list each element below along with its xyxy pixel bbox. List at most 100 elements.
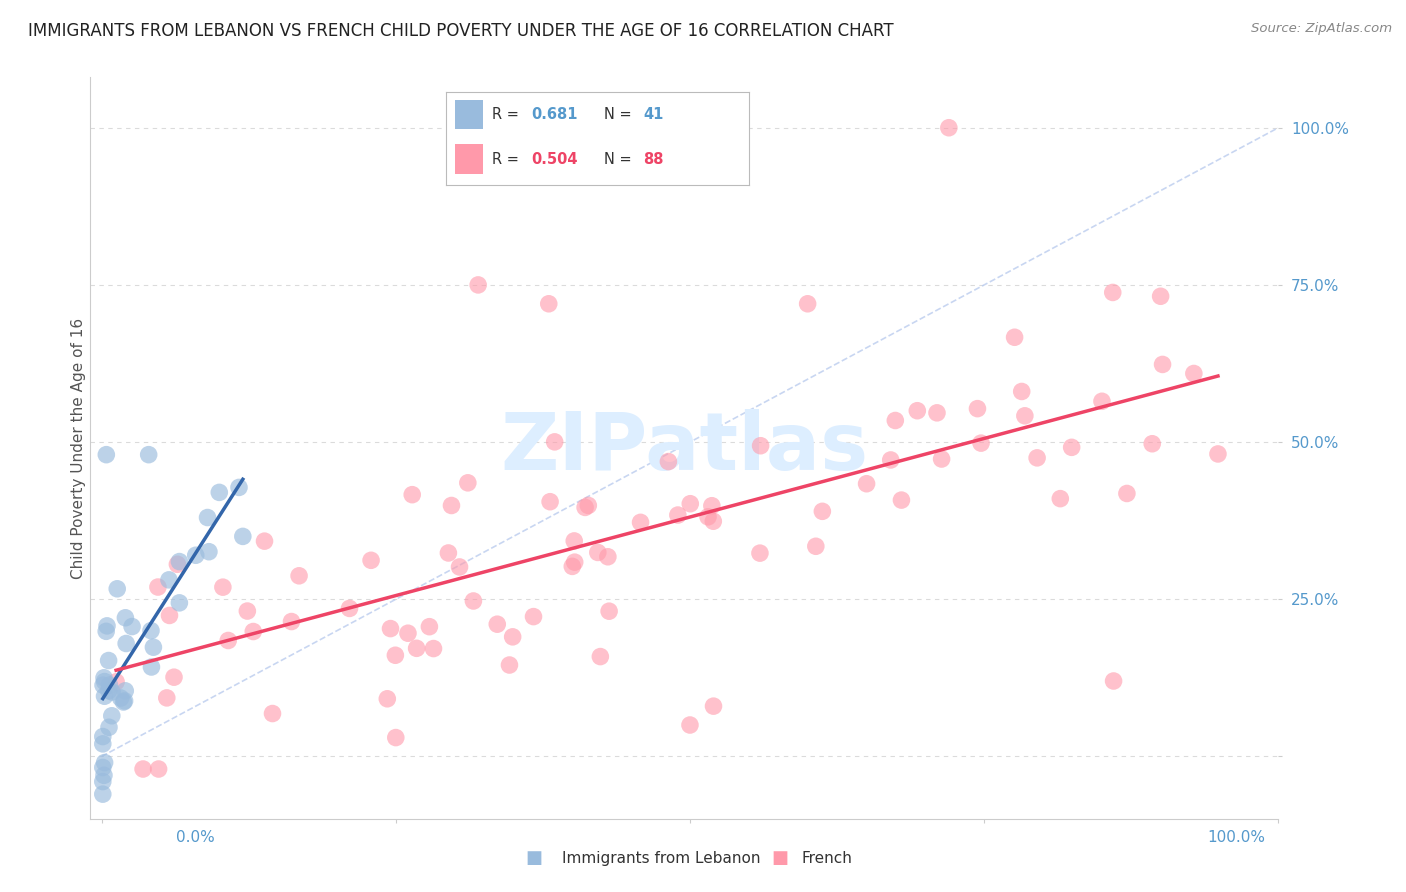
- Point: [93, 756, 115, 770]
- Point: [1142, 436, 1164, 450]
- Text: 0.0%: 0.0%: [176, 830, 215, 845]
- Point: [132, 762, 155, 776]
- Point: [114, 694, 136, 708]
- Point: [288, 569, 311, 583]
- Point: [749, 546, 772, 560]
- Point: [522, 609, 544, 624]
- Point: [208, 485, 231, 500]
- Point: [138, 448, 160, 462]
- Point: [679, 718, 702, 732]
- Point: [91, 787, 114, 801]
- Text: ■: ■: [772, 849, 789, 867]
- Point: [679, 497, 702, 511]
- Point: [280, 615, 302, 629]
- Point: [498, 658, 520, 673]
- Point: [405, 641, 427, 656]
- Point: [564, 555, 586, 569]
- Point: [93, 671, 115, 685]
- Point: [502, 630, 524, 644]
- Point: [253, 534, 276, 549]
- Point: [121, 619, 143, 633]
- Point: [449, 560, 471, 574]
- Point: [486, 617, 509, 632]
- Point: [98, 720, 121, 734]
- Point: [1149, 289, 1171, 303]
- Point: [96, 448, 118, 462]
- Point: [375, 691, 398, 706]
- Point: [804, 539, 827, 553]
- Text: Immigrants from Lebanon: Immigrants from Lebanon: [562, 851, 761, 865]
- Point: [574, 500, 596, 515]
- Point: [1014, 409, 1036, 423]
- Point: [236, 604, 259, 618]
- Point: [141, 660, 163, 674]
- Point: [93, 768, 115, 782]
- Point: [970, 436, 993, 450]
- Point: [702, 514, 724, 528]
- Point: [105, 674, 128, 689]
- Point: [242, 624, 264, 639]
- Point: [360, 553, 382, 567]
- Point: [561, 559, 583, 574]
- Point: [1011, 384, 1033, 399]
- Point: [1206, 447, 1229, 461]
- Point: [749, 439, 772, 453]
- Point: [422, 641, 444, 656]
- Point: [198, 545, 221, 559]
- Point: [96, 619, 118, 633]
- Point: [1101, 285, 1123, 300]
- Point: [101, 708, 124, 723]
- Point: [401, 488, 423, 502]
- Point: [1026, 450, 1049, 465]
- Point: [197, 510, 219, 524]
- Point: [91, 678, 114, 692]
- Point: [212, 580, 235, 594]
- Point: [666, 508, 689, 522]
- Point: [905, 403, 928, 417]
- Point: [384, 648, 406, 663]
- Point: [91, 737, 114, 751]
- Point: [96, 624, 118, 639]
- Point: [163, 670, 186, 684]
- Point: [457, 475, 479, 490]
- Point: [463, 594, 485, 608]
- Point: [156, 690, 179, 705]
- Point: [537, 297, 560, 311]
- Point: [91, 730, 114, 744]
- Point: [159, 608, 181, 623]
- Point: [589, 649, 612, 664]
- Point: [105, 582, 128, 596]
- Text: ZIPatlas: ZIPatlas: [501, 409, 869, 487]
- Point: [1091, 394, 1114, 409]
- Point: [339, 601, 361, 615]
- Point: [586, 545, 609, 559]
- Y-axis label: Child Poverty Under the Age of 16: Child Poverty Under the Age of 16: [72, 318, 86, 579]
- Point: [467, 277, 489, 292]
- Point: [396, 626, 419, 640]
- Point: [217, 633, 239, 648]
- Point: [437, 546, 460, 560]
- Point: [380, 622, 402, 636]
- Point: [97, 683, 120, 698]
- Point: [1004, 330, 1026, 344]
- Point: [1152, 358, 1174, 372]
- Point: [93, 690, 115, 704]
- Point: [115, 636, 138, 650]
- Point: [697, 509, 720, 524]
- Point: [232, 529, 254, 543]
- Point: [1115, 486, 1137, 500]
- Point: [562, 533, 585, 548]
- Point: [657, 454, 679, 468]
- Point: [91, 774, 114, 789]
- Point: [101, 685, 124, 699]
- Point: [184, 548, 207, 562]
- Point: [925, 406, 948, 420]
- Point: [418, 620, 440, 634]
- Text: IMMIGRANTS FROM LEBANON VS FRENCH CHILD POVERTY UNDER THE AGE OF 16 CORRELATION : IMMIGRANTS FROM LEBANON VS FRENCH CHILD …: [28, 22, 894, 40]
- Point: [700, 499, 723, 513]
- Point: [543, 434, 565, 449]
- Point: [110, 691, 132, 706]
- Point: [385, 731, 408, 745]
- Point: [148, 762, 170, 776]
- Text: ■: ■: [526, 849, 543, 867]
